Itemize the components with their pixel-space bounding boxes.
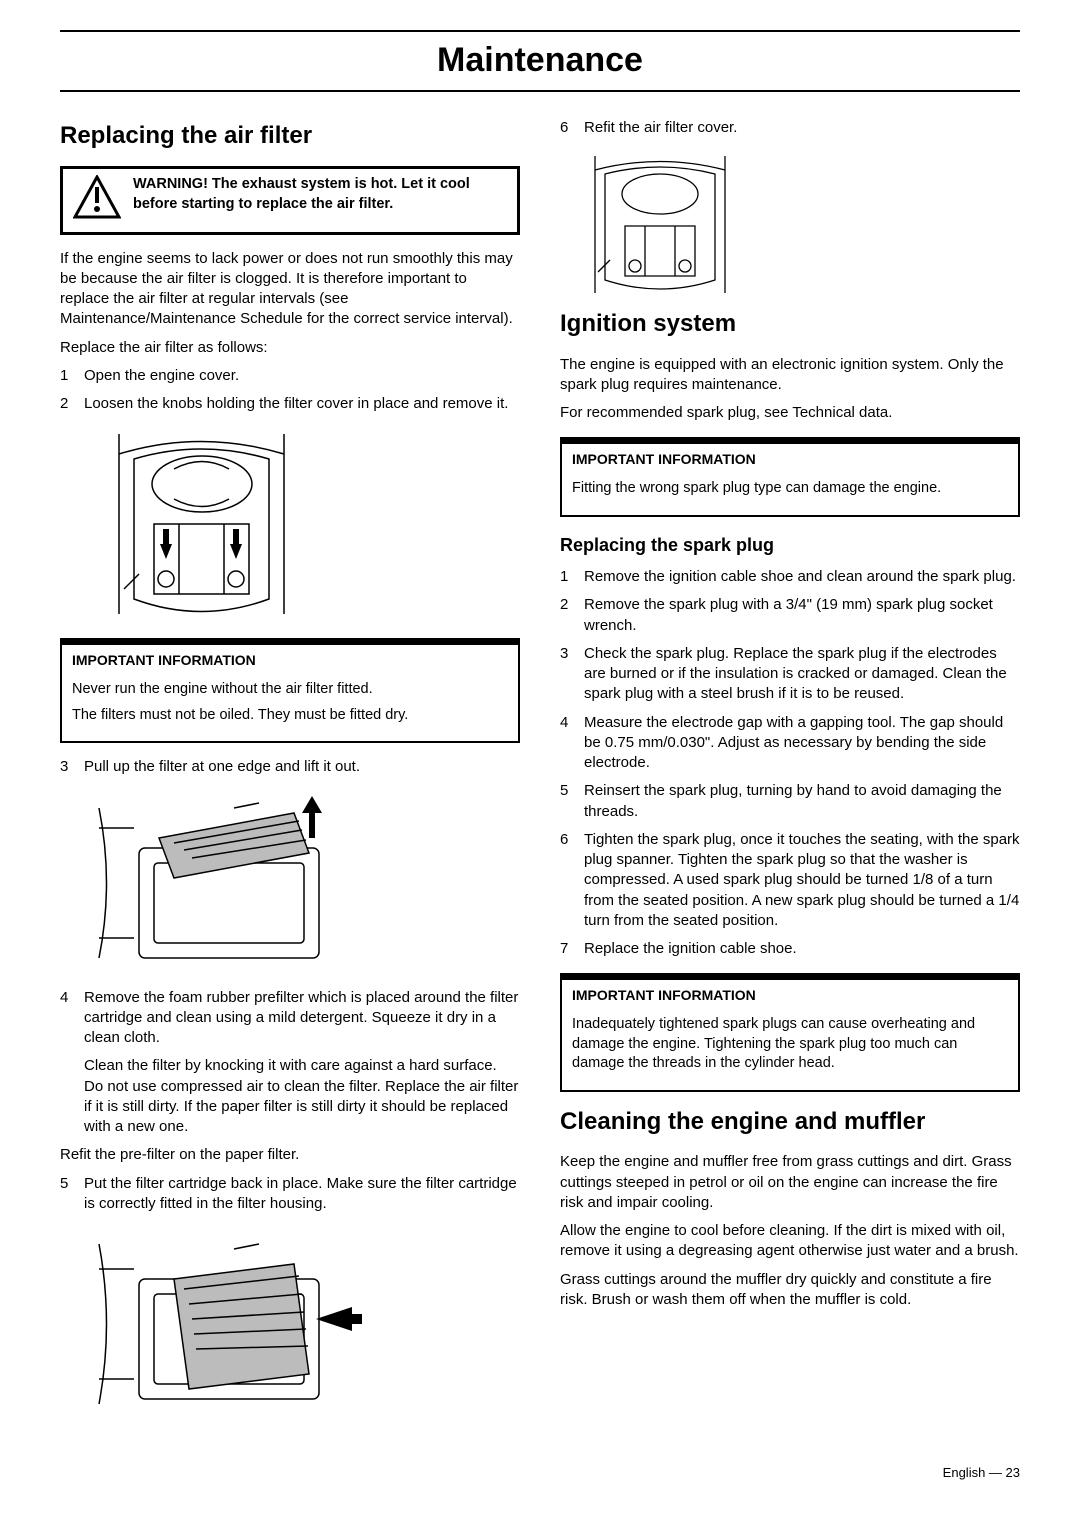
info1-head: IMPORTANT INFORMATION — [62, 640, 518, 674]
air-filter-heading: Replacing the air filter — [60, 120, 520, 152]
sp-step-5: 5Reinsert the spark plug, turning by han… — [560, 781, 1020, 822]
clean-p1: Keep the engine and muffler free from gr… — [560, 1152, 1020, 1213]
air-filter-steps-a: 1Open the engine cover. 2Loosen the knob… — [60, 366, 520, 415]
info3-head: IMPORTANT INFORMATION — [562, 975, 1018, 1009]
step-1: 1Open the engine cover. — [60, 366, 520, 386]
intro-paragraph: If the engine seems to lack power or doe… — [60, 249, 520, 330]
air-filter-steps-b: 3Pull up the filter at one edge and lift… — [60, 757, 520, 777]
sp-step-4: 4Measure the electrode gap with a gappin… — [560, 713, 1020, 774]
right-column: 6Refit the air filter cover. Ignition — [560, 110, 1020, 1434]
refit-prefilter: Refit the pre-filter on the paper filter… — [60, 1145, 520, 1165]
step-6: 6Refit the air filter cover. — [560, 118, 1020, 138]
info3-body: Inadequately tightened spark plugs can c… — [572, 1015, 1008, 1074]
air-filter-steps-c: 4Remove the foam rubber prefilter which … — [60, 988, 520, 1049]
page-title: Maintenance — [60, 38, 1020, 92]
info2-body: Fitting the wrong spark plug type can da… — [572, 479, 1008, 499]
clean-p2: Allow the engine to cool before cleaning… — [560, 1221, 1020, 1262]
figure-filter-cover — [84, 424, 520, 624]
info1-line1: Never run the engine without the air fil… — [72, 680, 508, 700]
figure-insert-filter — [84, 1224, 520, 1424]
sp-step-3: 3Check the spark plug. Replace the spark… — [560, 644, 1020, 705]
step-2: 2Loosen the knobs holding the filter cov… — [60, 394, 520, 414]
info1-line2: The filters must not be oiled. They must… — [72, 706, 508, 726]
sp-step-6: 6Tighten the spark plug, once it touches… — [560, 830, 1020, 931]
info2-head: IMPORTANT INFORMATION — [562, 439, 1018, 473]
ignition-p2: For recommended spark plug, see Technica… — [560, 403, 1020, 423]
sp-step-1: 1Remove the ignition cable shoe and clea… — [560, 567, 1020, 587]
info-box-2: IMPORTANT INFORMATION Fitting the wrong … — [560, 437, 1020, 516]
page-footer: English — 23 — [60, 1464, 1020, 1482]
step-3: 3Pull up the filter at one edge and lift… — [60, 757, 520, 777]
ignition-heading: Ignition system — [560, 308, 1020, 340]
figure-lift-filter — [84, 788, 520, 978]
ignition-p1: The engine is equipped with an electroni… — [560, 355, 1020, 396]
step-4b: Clean the filter by knocking it with car… — [84, 1056, 520, 1137]
cleaning-heading: Cleaning the engine and muffler — [560, 1106, 1020, 1138]
warning-box: WARNING! The exhaust system is hot. Let … — [60, 166, 520, 234]
figure-refit-cover — [570, 148, 1020, 298]
sp-step-7: 7Replace the ignition cable shoe. — [560, 939, 1020, 959]
air-filter-steps-d: 5Put the filter cartridge back in place.… — [60, 1174, 520, 1215]
step-4: 4Remove the foam rubber prefilter which … — [60, 988, 520, 1049]
step-5: 5Put the filter cartridge back in place.… — [60, 1174, 520, 1215]
clean-p3: Grass cuttings around the muffler dry qu… — [560, 1270, 1020, 1311]
top-rule — [60, 30, 1020, 32]
left-column: Replacing the air filter WARNING! The ex… — [60, 110, 520, 1434]
warning-triangle-icon — [73, 175, 121, 225]
info-box-1: IMPORTANT INFORMATION Never run the engi… — [60, 638, 520, 743]
replace-lead: Replace the air filter as follows: — [60, 338, 520, 358]
spark-plug-heading: Replacing the spark plug — [560, 533, 1020, 557]
info-box-3: IMPORTANT INFORMATION Inadequately tight… — [560, 973, 1020, 1092]
spark-plug-steps: 1Remove the ignition cable shoe and clea… — [560, 567, 1020, 959]
warning-text: WARNING! The exhaust system is hot. Let … — [133, 175, 507, 214]
content-columns: Replacing the air filter WARNING! The ex… — [60, 110, 1020, 1434]
sp-step-2: 2Remove the spark plug with a 3/4" (19 m… — [560, 595, 1020, 636]
air-filter-steps-e: 6Refit the air filter cover. — [560, 118, 1020, 138]
